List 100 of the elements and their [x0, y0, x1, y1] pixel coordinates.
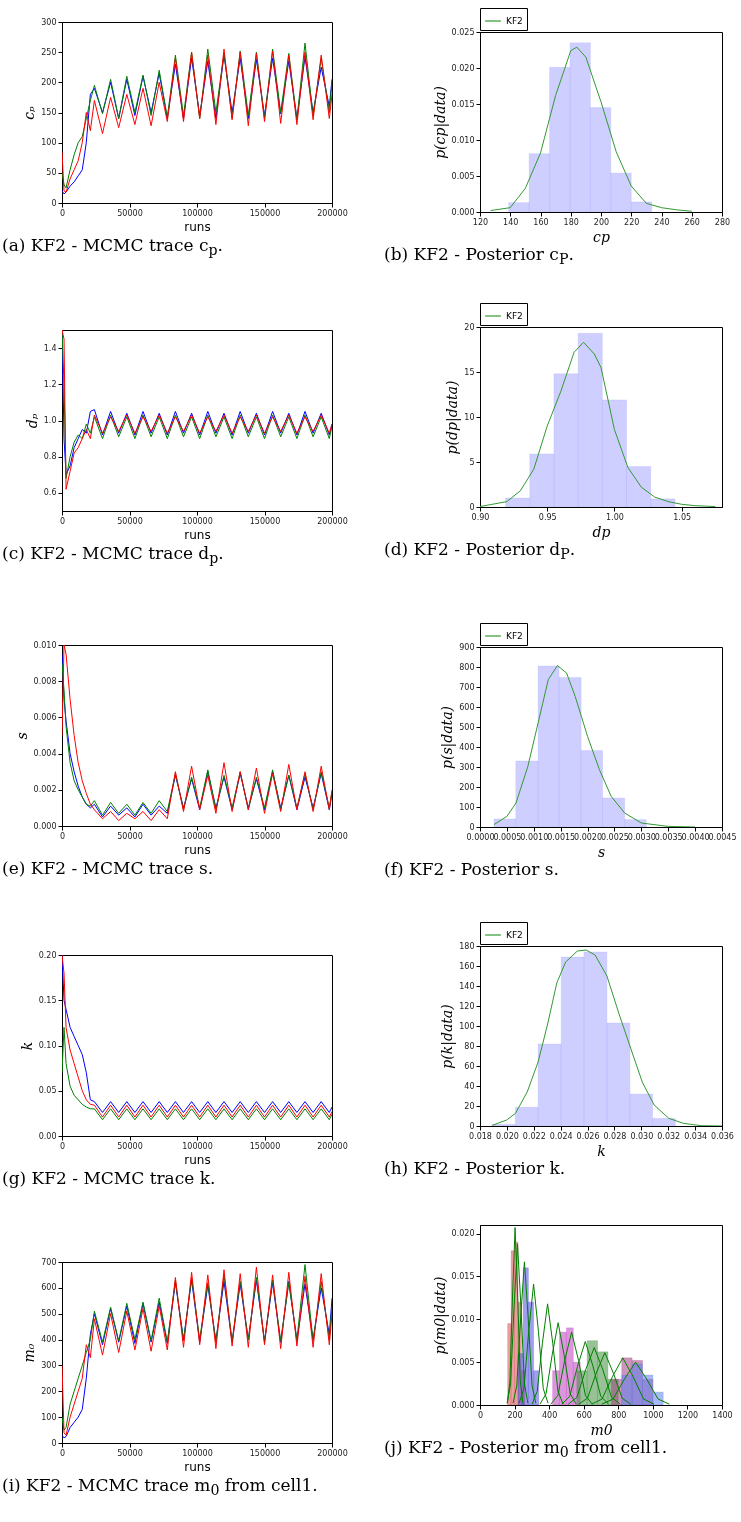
- y-tick-label: 0.015: [451, 99, 475, 109]
- y-axis-title: k: [18, 1041, 35, 1051]
- x-tick-label: 0.020: [495, 1131, 519, 1141]
- y-tick-label: 0.005: [451, 171, 475, 181]
- text: (d) KF2 - Posterior d$_{P}$.: [384, 539, 576, 563]
- y-tick-label: 600: [41, 1283, 57, 1293]
- x-tick-label: 50000: [117, 208, 143, 218]
- x-tick-label: 160: [533, 217, 549, 227]
- y-tick-label: 0.010: [451, 135, 475, 145]
- x-axis-title: m0: [590, 1421, 613, 1438]
- y-tick-label: 0.025: [451, 27, 475, 37]
- x-tick-label: 1.05: [673, 512, 692, 522]
- y-tick-label: 0.6: [43, 488, 57, 498]
- y-axis-title: m₀: [21, 1343, 38, 1363]
- legend-label: KF2: [506, 311, 523, 321]
- x-tick-label: 0.0045: [708, 832, 737, 842]
- y-tick-label: 0.8: [43, 452, 57, 462]
- y-tick-label: 0.00: [38, 1131, 57, 1141]
- y-tick-label: 0.020: [451, 63, 475, 73]
- y-tick-label: 0.000: [451, 207, 475, 217]
- legend-label: KF2: [506, 631, 523, 641]
- x-axis-title: s: [597, 843, 606, 860]
- x-axis-title: runs: [184, 1459, 211, 1474]
- x-tick-label: 100000: [182, 831, 213, 841]
- x-tick-label: 1000: [643, 1410, 664, 1420]
- x-tick-label: 200000: [317, 1141, 348, 1151]
- x-tick-label: 50000: [117, 1448, 143, 1458]
- y-tick-label: 0: [51, 198, 57, 208]
- y-axis-title: p(cp|data): [431, 86, 449, 159]
- y-axis-title: p(dp|data): [444, 380, 462, 455]
- y-tick-label: 0.002: [33, 785, 57, 795]
- text: (c) KF2 - MCMC trace d$_{p}$.: [2, 542, 225, 569]
- y-tick-label: 700: [41, 1257, 57, 1267]
- x-axis-title: runs: [184, 219, 211, 234]
- y-tick-label: 0.015: [451, 1271, 475, 1281]
- x-tick-label: 0.0005: [493, 832, 522, 842]
- x-tick-label: 0: [59, 1448, 66, 1458]
- x-tick-label: 200: [507, 1410, 523, 1420]
- x-tick-label: 150000: [249, 831, 281, 841]
- x-tick-label: 260: [684, 217, 700, 227]
- x-axis-title: runs: [184, 1152, 211, 1167]
- x-tick-label: 1400: [712, 1410, 733, 1420]
- y-tick-label: 700: [459, 682, 475, 692]
- x-tick-label: 0: [59, 516, 66, 526]
- y-tick-label: 100: [459, 1021, 475, 1031]
- x-tick-label: 0: [477, 1410, 484, 1420]
- y-tick-label: 0.15: [38, 995, 57, 1005]
- y-tick-label: 20: [464, 322, 475, 332]
- y-tick-label: 0: [51, 1438, 57, 1448]
- y-tick-label: 0: [469, 1121, 475, 1131]
- x-tick-label: 0.026: [576, 1131, 600, 1141]
- y-tick-label: 900: [459, 642, 475, 652]
- x-axis-title: cp: [593, 228, 610, 245]
- y-tick-label: 0.10: [38, 1041, 57, 1050]
- y-tick-label: 200: [41, 77, 57, 87]
- x-tick-label: 0.032: [657, 1131, 681, 1141]
- x-tick-label: 0.95: [538, 512, 557, 522]
- x-tick-label: 280: [714, 217, 731, 227]
- x-tick-label: 180: [563, 217, 579, 227]
- y-tick-label: 50: [46, 168, 57, 178]
- text: (h) KF2 - Posterior k.: [384, 1158, 566, 1178]
- x-tick-label: 0.024: [549, 1131, 573, 1141]
- y-axis-title: cₚ: [21, 105, 38, 120]
- x-tick-label: 0.022: [522, 1131, 546, 1141]
- x-axis-title: dp: [592, 523, 611, 540]
- text: (a) KF2 - MCMC trace c$_{p}$.: [2, 234, 224, 261]
- text: (b) KF2 - Posterior c$_{P}$.: [384, 244, 574, 268]
- x-tick-label: 150000: [249, 1141, 281, 1151]
- x-axis-title: k: [597, 1142, 606, 1159]
- text: (f) KF2 - Posterior s.: [384, 859, 559, 879]
- y-tick-label: 1.2: [43, 379, 57, 389]
- y-tick-label: 0: [469, 822, 475, 832]
- y-tick-label: 80: [464, 1041, 475, 1051]
- x-tick-label: 0.0010: [520, 832, 549, 842]
- y-tick-label: 300: [459, 762, 475, 772]
- y-tick-label: 300: [41, 1360, 57, 1370]
- x-tick-label: 0.0000: [466, 832, 495, 842]
- y-axis-title: p(k|data): [439, 1004, 457, 1069]
- x-tick-label: 150000: [249, 516, 281, 526]
- y-axis-title: p(s|data): [439, 705, 457, 770]
- y-tick-label: 0.006: [33, 712, 57, 722]
- legend-label: KF2: [506, 930, 523, 940]
- x-tick-label: 0.0020: [574, 832, 603, 842]
- y-tick-label: 0.020: [451, 1229, 475, 1239]
- y-tick-label: 0.004: [33, 749, 57, 759]
- y-tick-label: 120: [459, 1001, 475, 1011]
- x-tick-label: 200000: [317, 516, 348, 526]
- y-tick-label: 0.010: [33, 640, 57, 650]
- y-axis-title: dₚ: [23, 413, 40, 429]
- x-tick-label: 0.034: [684, 1131, 708, 1141]
- y-tick-label: 10: [464, 412, 475, 422]
- x-axis-title: runs: [184, 842, 211, 857]
- y-tick-label: 60: [464, 1061, 475, 1071]
- y-tick-label: 0.20: [38, 950, 57, 960]
- x-tick-label: 0: [59, 1141, 66, 1151]
- y-tick-label: 400: [41, 1335, 57, 1345]
- y-axis-title: p(m0|data): [431, 1276, 449, 1355]
- y-tick-label: 140: [459, 981, 475, 991]
- y-tick-label: 200: [41, 1386, 57, 1396]
- x-tick-label: 1.00: [606, 512, 624, 522]
